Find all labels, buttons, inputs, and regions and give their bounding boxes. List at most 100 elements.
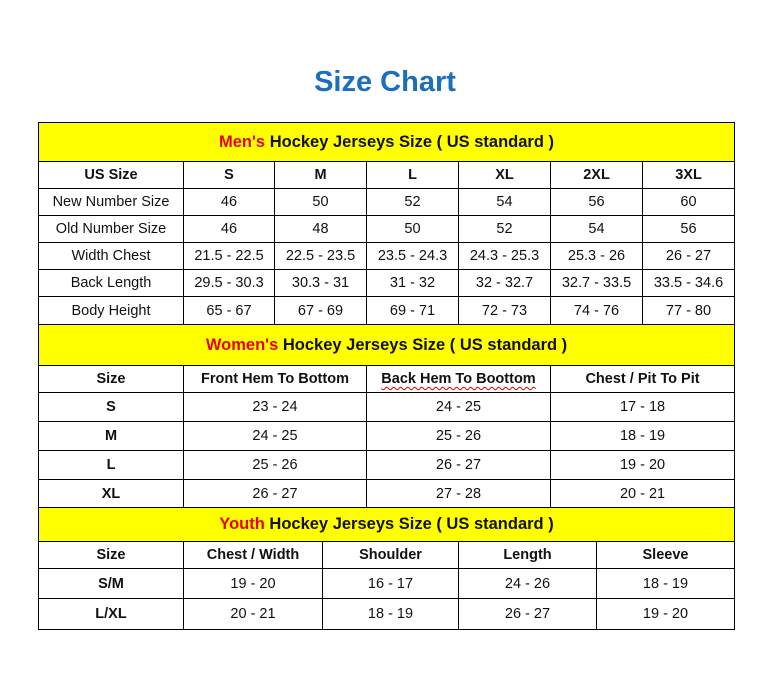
column-header: 2XL [550, 161, 643, 189]
column-header: Size [38, 541, 184, 569]
column-header: Chest / Pit To Pit [549, 365, 736, 393]
youth-section-heading: Youth Hockey Jerseys Size ( US standard … [37, 507, 736, 542]
column-header: Back Hem To Boottom [366, 365, 551, 393]
women-size-table: Women's Hockey Jerseys Size ( US standar… [37, 324, 736, 508]
table-cell: 26 - 27 [642, 242, 735, 270]
table-cell: 33.5 - 34.6 [642, 269, 735, 297]
row-label: L/XL [38, 598, 184, 630]
table-cell: 25.3 - 26 [550, 242, 643, 270]
youth-size-table: Youth Hockey Jerseys Size ( US standard … [37, 507, 736, 630]
column-header: M [274, 161, 367, 189]
column-header-text: Size [96, 547, 126, 563]
table-cell: 56 [642, 215, 735, 243]
column-header: L [366, 161, 459, 189]
row-label: New Number Size [38, 188, 184, 216]
row-label: Width Chest [38, 242, 184, 270]
column-header-text: Front Hem To Bottom [201, 371, 349, 387]
row-label: Old Number Size [38, 215, 184, 243]
table-cell: 48 [274, 215, 367, 243]
column-header-text: XL [495, 167, 514, 183]
table-cell: 77 - 80 [642, 296, 735, 325]
section-accent: Youth [219, 515, 265, 533]
table-cell: 25 - 26 [366, 421, 551, 451]
table-cell: 52 [458, 215, 551, 243]
row-label: M [38, 421, 184, 451]
table-cell: 50 [366, 215, 459, 243]
table-cell: 60 [642, 188, 735, 216]
column-header-text: Chest / Width [206, 547, 300, 563]
column-header-text: Chest / Pit To Pit [585, 371, 700, 387]
table-row: S/M 19 - 20 16 - 17 24 - 26 18 - 19 [38, 568, 736, 599]
table-cell: 20 - 21 [183, 598, 323, 630]
men-section-heading: Men's Hockey Jerseys Size ( US standard … [38, 122, 735, 162]
column-header-text: S [224, 167, 234, 183]
table-row: Width Chest 21.5 - 22.5 22.5 - 23.5 23.5 - … [38, 242, 735, 270]
section-accent: Women's [205, 335, 279, 354]
table-cell: 31 - 32 [366, 269, 459, 297]
table-row: New Number Size 46 50 52 54 56 60 [38, 188, 735, 216]
table-cell: 29.5 - 30.3 [183, 269, 275, 297]
table-cell: 24 - 25 [366, 392, 551, 422]
table-cell: 23 - 24 [183, 392, 367, 422]
table-row: L 25 - 26 26 - 27 19 - 20 [38, 450, 736, 480]
table-cell: 52 [366, 188, 459, 216]
row-label: XL [38, 479, 184, 508]
table-cell: 16 - 17 [322, 568, 459, 599]
column-header: Length [458, 541, 597, 569]
table-cell: 26 - 27 [183, 479, 367, 508]
table-cell: 26 - 27 [458, 598, 597, 630]
table-cell: 56 [550, 188, 643, 216]
table-cell: 19 - 20 [549, 450, 736, 480]
table-cell: 21.5 - 22.5 [183, 242, 275, 270]
table-cell: 50 [274, 188, 367, 216]
table-cell: 17 - 18 [549, 392, 736, 422]
size-chart: Men's Hockey Jerseys Size ( US standard … [37, 122, 736, 630]
table-cell: 26 - 27 [366, 450, 551, 480]
column-header: S [183, 161, 275, 189]
row-label: Back Length [38, 269, 184, 297]
table-cell: 67 - 69 [274, 296, 367, 325]
table-cell: 32 - 32.7 [458, 269, 551, 297]
table-header-row: Size Front Hem To Bottom Back Hem To Boott… [38, 365, 736, 393]
table-row: S 23 - 24 24 - 25 17 - 18 [38, 392, 736, 422]
table-cell: 65 - 67 [183, 296, 275, 325]
column-header-text: Size [96, 371, 126, 387]
table-cell: 54 [458, 188, 551, 216]
table-cell: 32.7 - 33.5 [550, 269, 643, 297]
table-cell: 20 - 21 [549, 479, 736, 508]
table-cell: 46 [183, 188, 275, 216]
row-label: Body Height [38, 296, 184, 325]
table-cell: 19 - 20 [595, 598, 736, 630]
column-header: XL [458, 161, 551, 189]
column-header: Chest / Width [183, 541, 323, 569]
column-header-text: M [314, 167, 327, 183]
table-row: Old Number Size 46 48 50 52 54 56 [38, 215, 735, 243]
table-row: Body Height 65 - 67 67 - 69 69 - 71 72 - 73 7… [38, 296, 735, 325]
page-title: Size Chart [314, 66, 456, 98]
women-section-heading: Women's Hockey Jerseys Size ( US standar… [37, 324, 736, 366]
column-header: Sleeve [595, 541, 736, 569]
table-header-row: US Size S M L XL 2XL 3XL [38, 161, 735, 189]
table-cell: 30.3 - 31 [274, 269, 367, 297]
section-heading-text: Hockey Jerseys Size ( US standard ) [269, 132, 554, 151]
column-header-text: Back Hem To Boottom [381, 371, 536, 387]
row-label: L [38, 450, 184, 480]
section-heading-text: Hockey Jerseys Size ( US standard ) [269, 515, 554, 533]
column-header: Size [38, 365, 184, 393]
table-cell: 18 - 19 [595, 568, 736, 599]
table-cell: 24.3 - 25.3 [458, 242, 551, 270]
column-header-text: L [408, 167, 417, 183]
table-cell: 74 - 76 [550, 296, 643, 325]
row-label: S/M [38, 568, 184, 599]
table-cell: 19 - 20 [183, 568, 323, 599]
table-cell: 46 [183, 215, 275, 243]
table-cell: 24 - 25 [183, 421, 367, 451]
men-size-table: Men's Hockey Jerseys Size ( US standard … [38, 122, 735, 325]
section-heading-text: Hockey Jerseys Size ( US standard ) [282, 335, 568, 354]
table-cell: 27 - 28 [366, 479, 551, 508]
table-cell: 22.5 - 23.5 [274, 242, 367, 270]
table-cell: 24 - 26 [458, 568, 597, 599]
table-header-row: Size Chest / Width Shoulder Length Sleeve [38, 541, 736, 569]
table-cell: 25 - 26 [183, 450, 367, 480]
column-header: 3XL [642, 161, 735, 189]
